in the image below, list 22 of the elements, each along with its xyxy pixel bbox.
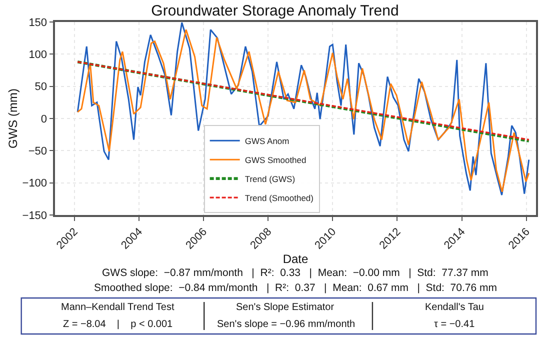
text: Kendall's Tau	[425, 302, 484, 313]
y-axis-title: GWS (mm)	[6, 88, 20, 148]
text: Smoothed slope: −0.84 mm/month | R²: 0.37 | Mean: 0.67 mm | Std: 70.76 mm	[94, 282, 498, 294]
chart-title: Groundwater Storage Anomaly Trend	[151, 2, 399, 20]
y-tick-label: 100	[28, 49, 48, 62]
text: Mann–Kendall Trend Test	[61, 302, 174, 313]
y-tick-label: −50	[28, 146, 48, 158]
y-tick-label: −150	[22, 210, 48, 222]
x-axis-title: Date	[282, 252, 308, 266]
legend-label: GWS Anom	[244, 136, 290, 146]
legend-label: Trend (GWS)	[244, 174, 296, 184]
text: Z = −8.04 | p < 0.001	[63, 319, 174, 330]
y-tick-label: −100	[22, 178, 48, 190]
text: Sen's Slope Estimator	[236, 302, 335, 313]
y-tick-label: 0	[40, 113, 48, 126]
y-tick-label: 150	[28, 16, 48, 29]
text: τ = −0.41	[434, 319, 476, 330]
text: Sen's slope = −0.96 mm/month	[217, 319, 356, 330]
text: GWS slope: −0.87 mm/month | R²: 0.33 | Mean: −0.00 mm | Std: 77.37 mm	[102, 267, 489, 279]
legend-label: GWS Smoothed	[244, 154, 307, 165]
y-tick-label: 50	[34, 81, 48, 94]
legend-label: Trend (Smoothed)	[244, 192, 314, 203]
